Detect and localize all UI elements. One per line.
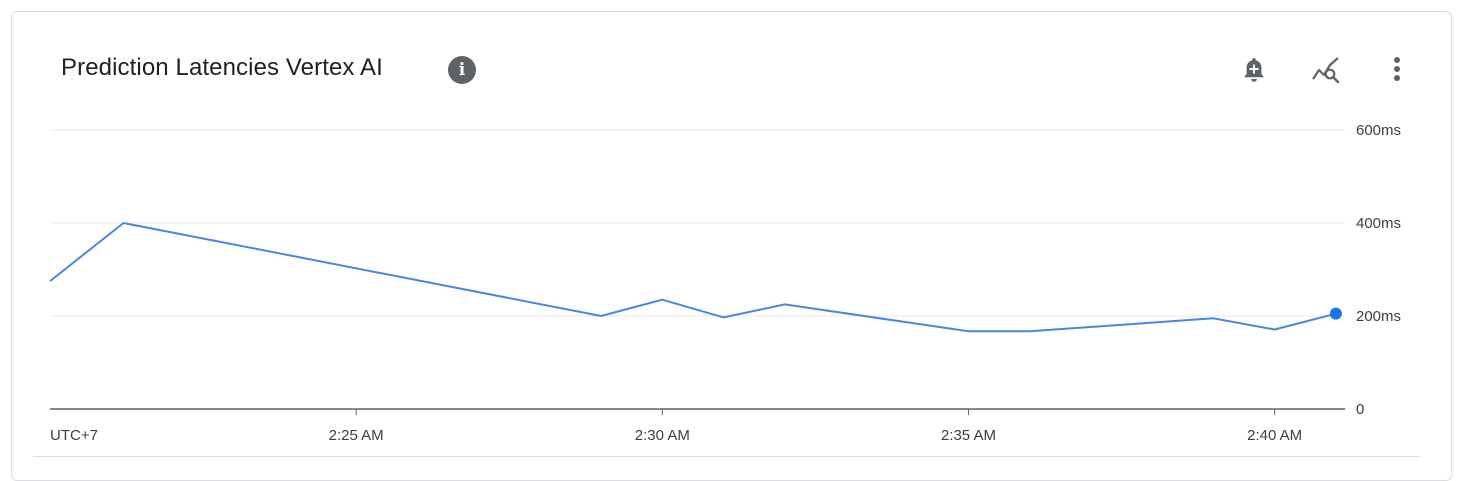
series-layer: [49, 222, 1342, 333]
x-tick-label: 2:40 AM: [1247, 427, 1302, 444]
x-tick-label: 2:25 AM: [329, 427, 384, 444]
x-ticks: 2:25 AM 2:30 AM 2:35 AM 2:40 AM: [329, 409, 1302, 444]
chart-title: Prediction Latencies Vertex AI: [61, 54, 383, 81]
more-vert-icon[interactable]: [1381, 54, 1413, 86]
chart-card: [11, 11, 1452, 481]
info-icon[interactable]: i: [448, 56, 476, 84]
last-data-point[interactable]: [1329, 307, 1342, 320]
y-tick-label: 200ms: [1356, 308, 1401, 325]
y-tick-labels: 0 200ms 400ms 600ms: [1356, 122, 1401, 418]
x-tick-label: 2:35 AM: [941, 427, 996, 444]
grid-lines: [50, 129, 1345, 317]
x-tick-label: 2:30 AM: [635, 427, 690, 444]
card-footer-divider: [33, 456, 1420, 457]
timezone-label: UTC+7: [50, 427, 98, 444]
add-alert-icon[interactable]: [1238, 54, 1270, 86]
y-tick-label: 600ms: [1356, 122, 1401, 139]
explore-metrics-icon[interactable]: [1310, 54, 1342, 86]
y-tick-label: 400ms: [1356, 215, 1401, 232]
series-line: [49, 222, 1337, 333]
y-tick-label: 0: [1356, 401, 1364, 418]
